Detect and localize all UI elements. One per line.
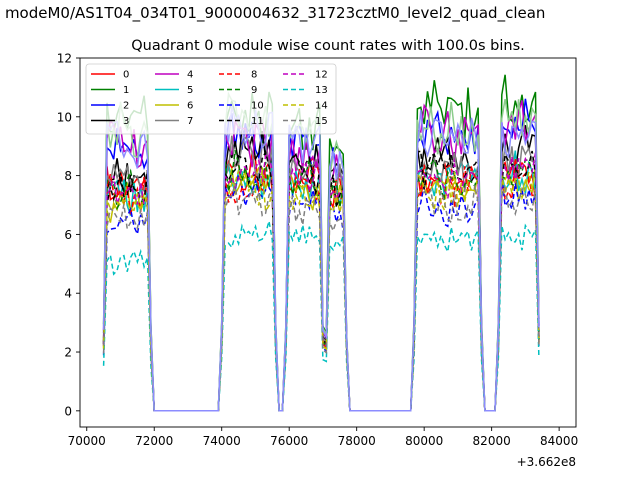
legend-frame [85,63,337,135]
y-tick-label: 0 [64,404,72,418]
y-tick-label: 8 [64,169,72,183]
series-line-extra-17 [102,105,540,412]
legend-label: 1 [123,85,129,96]
legend-label: 3 [123,116,129,127]
x-offset-label: +3.662e8 [517,455,576,469]
axes-frame [79,57,577,428]
x-axis: 70000 72000 74000 76000 78000 80000 82000 84000 [68,427,578,448]
plot-lines [102,74,540,412]
chart-title: Quadrant 0 module wise count rates with … [131,38,525,54]
legend-label: 12 [315,70,328,81]
y-axis: 0 2 4 6 8 10 12 [57,52,80,418]
suptitle-text: n file: modeM0/AS1T04_034T01_9000004632_… [0,4,546,22]
legend-label: 14 [315,101,328,112]
x-tick-label: 78000 [338,434,376,448]
x-tick-label: 70000 [68,434,106,448]
legend-label: 5 [187,85,193,96]
x-tick-label: 82000 [473,434,511,448]
legend-label: 13 [315,85,328,96]
x-tick-label: 84000 [540,434,578,448]
x-tick-label: 76000 [270,434,308,448]
x-tick-label: 80000 [405,434,443,448]
y-tick-label: 12 [57,52,72,66]
legend-label: 9 [251,85,257,96]
legend-label: 0 [123,70,129,81]
legend-label: 15 [315,116,328,127]
legend-label: 6 [187,101,193,112]
legend-label: 8 [251,70,257,81]
x-tick-label: 72000 [135,434,173,448]
y-tick-label: 6 [64,228,72,242]
y-tick-label: 2 [64,346,72,360]
y-tick-label: 10 [57,110,72,124]
legend-label: 10 [251,101,264,112]
legend-label: 11 [251,116,264,127]
legend-label: 2 [123,101,129,112]
legend-label: 4 [187,70,193,81]
y-tick-label: 4 [64,287,72,301]
figure-suptitle: n file: modeM0/AS1T04_034T01_9000004632_… [0,0,640,24]
legend-label: 7 [187,116,193,127]
x-tick-label: 74000 [203,434,241,448]
